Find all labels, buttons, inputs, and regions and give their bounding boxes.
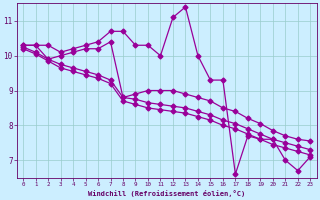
X-axis label: Windchill (Refroidissement éolien,°C): Windchill (Refroidissement éolien,°C) <box>88 190 245 197</box>
